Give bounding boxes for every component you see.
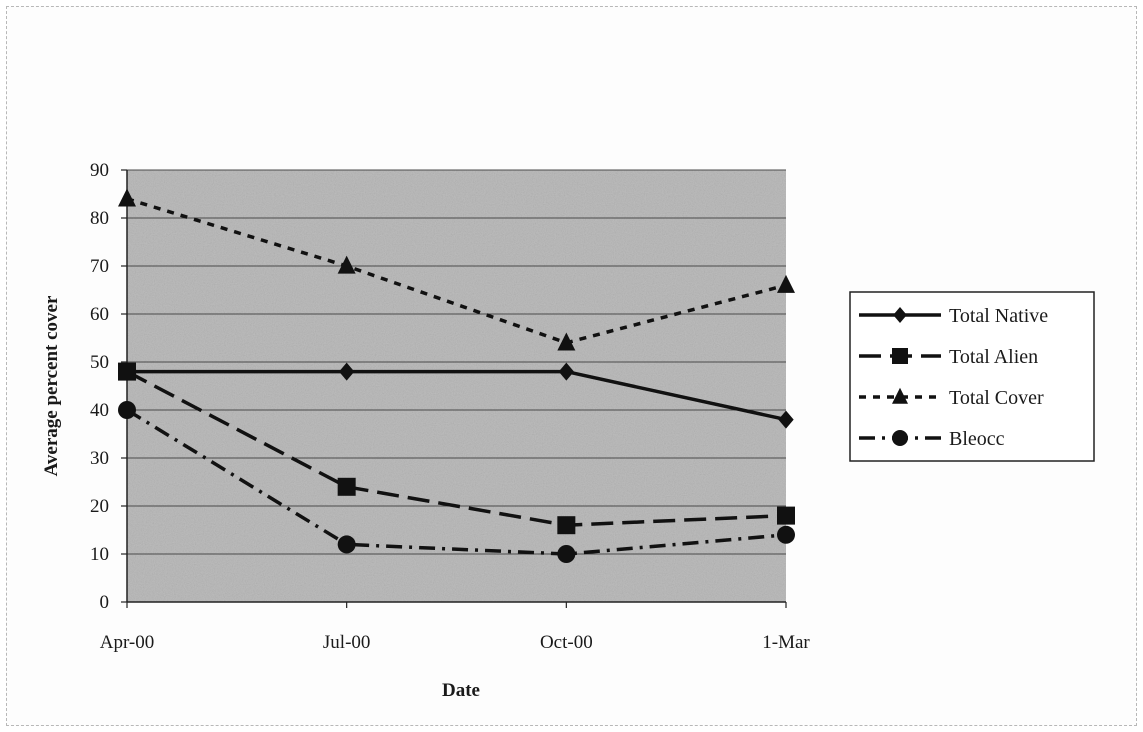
data-point [118,401,136,419]
axes [121,169,787,608]
legend-marker [892,387,908,404]
series-line [126,197,787,345]
data-point [337,477,356,496]
legend-item: Total Native [859,305,1048,327]
y-tick-label: 60 [90,304,109,325]
series-line [126,370,787,527]
x-tick-label: 1-Mar [762,632,810,653]
x-tick-labels: Apr-00 Jul-00 Oct-00 1-Mar [100,632,811,653]
legend-label: Total Cover [949,387,1044,409]
y-tick-label: 10 [90,544,109,565]
data-point [777,506,795,525]
y-tick-label: 40 [90,400,109,421]
data-point [118,188,136,207]
series-total-cover [118,188,795,351]
series-layer [118,188,795,563]
data-point [778,410,794,429]
legend-item: Bleocc [859,428,1005,450]
legend-item: Total Cover [859,387,1044,409]
legend: Total Native Total Alien Total Cover Bleocc [849,291,1095,462]
series-line [126,408,787,556]
data-point [337,535,356,554]
series-total-alien [118,362,795,535]
series-line [127,369,787,422]
data-point [777,525,795,544]
data-point [337,255,356,274]
x-axis-title: Date [442,680,480,701]
plot-area [127,170,786,602]
y-tick-labels: 0 10 20 30 40 50 60 70 80 90 [90,160,109,613]
data-point [557,516,576,535]
y-tick-label: 90 [90,160,109,181]
legend-label: Bleocc [949,428,1005,450]
data-point [339,362,355,381]
y-tick-label: 70 [90,256,109,277]
series-bleocc [118,401,795,563]
y-tick-label: 0 [100,592,110,613]
y-tick-label: 30 [90,448,109,469]
x-tick-label: Jul-00 [323,632,371,653]
legend-box [849,291,1095,462]
y-tick-label: 80 [90,208,109,229]
legend-item: Total Alien [859,346,1038,368]
legend-label: Total Alien [949,346,1038,368]
legend-marker [893,307,907,323]
legend-items: Total Native Total Alien Total Cover Bleocc [859,305,1048,450]
legend-label: Total Native [949,305,1048,327]
x-tick-label: Oct-00 [540,632,593,653]
data-point [118,362,136,381]
x-tick-label: Apr-00 [100,632,155,653]
y-axis-title: Average percent cover [41,295,62,476]
y-tick-label: 20 [90,496,109,517]
data-point [557,545,576,563]
y-tick-label: 50 [90,352,109,373]
data-point [557,332,576,351]
legend-marker [892,430,908,446]
data-point [777,274,795,293]
data-point [558,362,574,381]
legend-marker [892,348,908,364]
